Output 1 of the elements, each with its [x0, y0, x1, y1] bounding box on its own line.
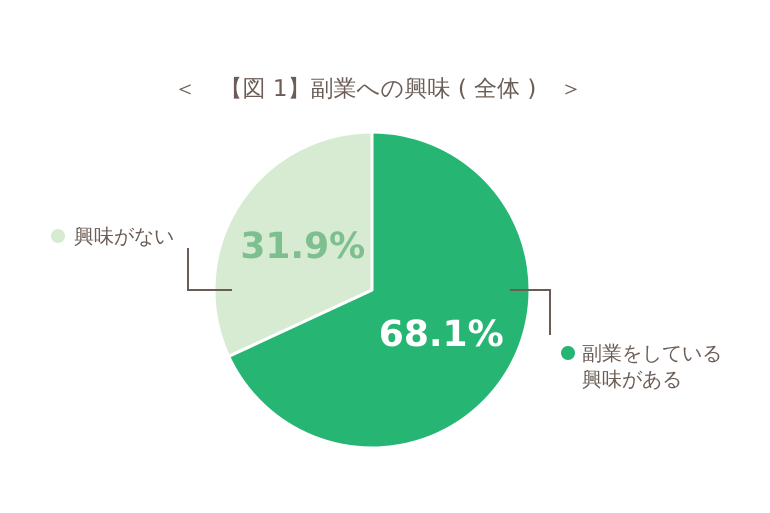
title: ＜ 【図 1】副業への興味 ( 全体 ) ＞	[174, 76, 582, 102]
